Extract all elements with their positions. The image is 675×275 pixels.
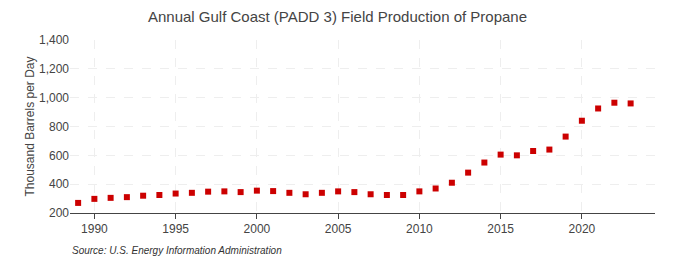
svg-text:1,200: 1,200 bbox=[39, 62, 69, 76]
svg-text:400: 400 bbox=[49, 177, 69, 191]
svg-text:1995: 1995 bbox=[162, 222, 189, 236]
svg-text:Thousand Barrels per Day: Thousand Barrels per Day bbox=[23, 56, 37, 196]
svg-text:2020: 2020 bbox=[569, 222, 596, 236]
svg-text:Annual Gulf Coast (PADD 3) Fie: Annual Gulf Coast (PADD 3) Field Product… bbox=[148, 8, 527, 25]
svg-text:2015: 2015 bbox=[487, 222, 514, 236]
svg-text:1,400: 1,400 bbox=[39, 33, 69, 47]
svg-text:2010: 2010 bbox=[406, 222, 433, 236]
svg-text:2000: 2000 bbox=[244, 222, 271, 236]
svg-text:800: 800 bbox=[49, 120, 69, 134]
svg-text:Source: U.S. Energy Informatio: Source: U.S. Energy Information Administ… bbox=[72, 245, 282, 256]
svg-text:200: 200 bbox=[49, 206, 69, 220]
svg-text:2005: 2005 bbox=[325, 222, 352, 236]
svg-text:600: 600 bbox=[49, 149, 69, 163]
svg-text:1990: 1990 bbox=[81, 222, 108, 236]
svg-text:1,000: 1,000 bbox=[39, 91, 69, 105]
